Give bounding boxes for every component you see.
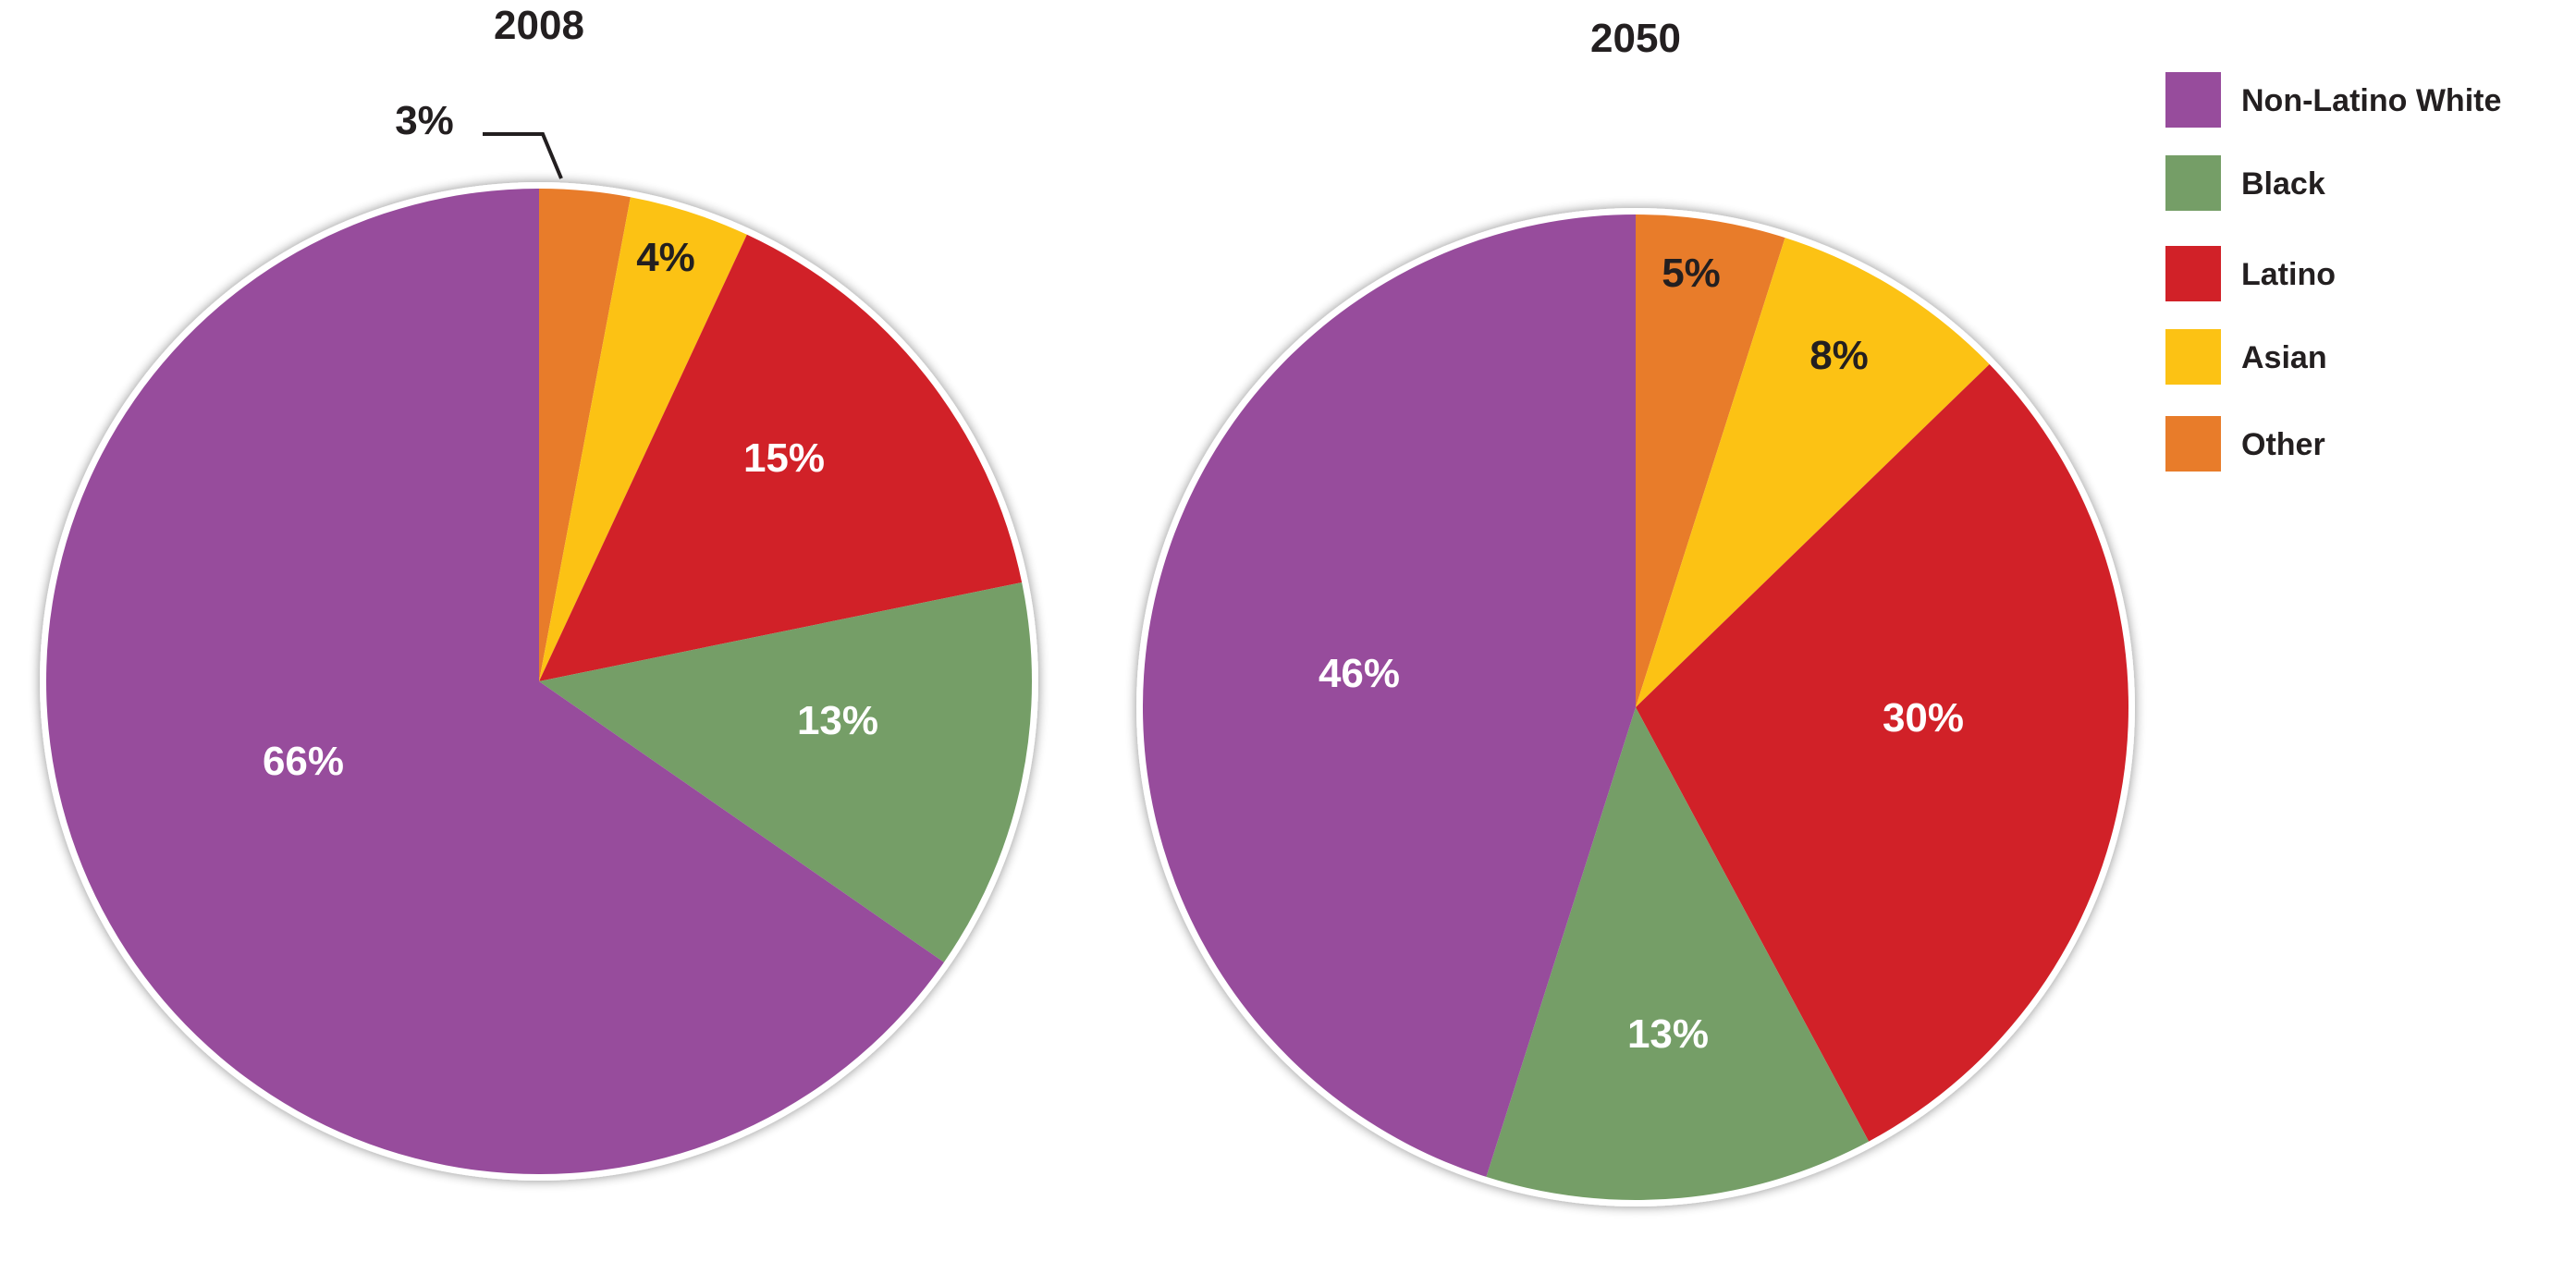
pie-2008-slices	[40, 182, 1038, 1181]
slice-label-2008-non-latino-white: 66%	[263, 739, 344, 784]
pie-slice-2008-other	[539, 189, 631, 681]
legend-swatch-asian	[2165, 329, 2221, 385]
pie-slice-2050-asian	[1636, 238, 1990, 707]
legend-swatch-non-latino-white	[2165, 72, 2221, 128]
slice-label-2050-black: 13%	[1627, 1011, 1709, 1057]
legend-label-other: Other	[2241, 427, 2325, 462]
slice-label-2050-other: 5%	[1662, 251, 1721, 296]
pie-slice-2008-asian	[539, 197, 747, 681]
pie-chart-2008: 2008 66% 13% 15% 4% 3%	[40, 3, 1038, 1181]
pie-2008-slice-labels: 66% 13% 15% 4% 3%	[263, 98, 878, 784]
slice-label-2050-asian: 8%	[1809, 333, 1869, 378]
slice-label-2008-other: 3%	[395, 98, 454, 143]
legend-label-black: Black	[2241, 166, 2325, 202]
slice-label-2050-non-latino-white: 46%	[1319, 651, 1400, 696]
pie-title-2050: 2050	[1590, 16, 1681, 61]
pie-slice-2050-other	[1636, 214, 1785, 707]
leader-line-2008-other	[483, 132, 563, 179]
pie-title-2008: 2008	[494, 3, 584, 48]
pie-slice-2050-black	[1486, 707, 1870, 1201]
legend-swatch-black	[2165, 155, 2221, 211]
pie-slice-2008-non-latino-white	[45, 189, 944, 1174]
pie-slice-2050-non-latino-white	[1142, 214, 1636, 1177]
legend: Non-Latino White Black Latino Asian Other	[2165, 72, 2501, 472]
slice-label-2008-asian: 4%	[636, 235, 695, 280]
legend-swatch-latino	[2165, 246, 2221, 301]
slice-label-2008-latino: 15%	[743, 435, 825, 481]
pie-2050-slice-labels: 46% 13% 30% 8% 5%	[1319, 251, 1964, 1057]
slice-label-2050-latino: 30%	[1883, 695, 1964, 741]
legend-swatch-other	[2165, 416, 2221, 472]
legend-label-non-latino-white: Non-Latino White	[2241, 83, 2501, 118]
legend-label-asian: Asian	[2241, 340, 2327, 375]
pie-2050-slices	[1136, 208, 2135, 1207]
pie-slice-2008-latino	[539, 234, 1023, 682]
pie-slice-2050-latino	[1636, 363, 2129, 1142]
pie-chart-2050: 2050 46% 13% 30% 8% 5%	[1136, 16, 2135, 1207]
legend-label-latino: Latino	[2241, 257, 2336, 292]
pie-slice-2008-black	[539, 582, 1032, 962]
slice-label-2008-black: 13%	[797, 698, 878, 743]
